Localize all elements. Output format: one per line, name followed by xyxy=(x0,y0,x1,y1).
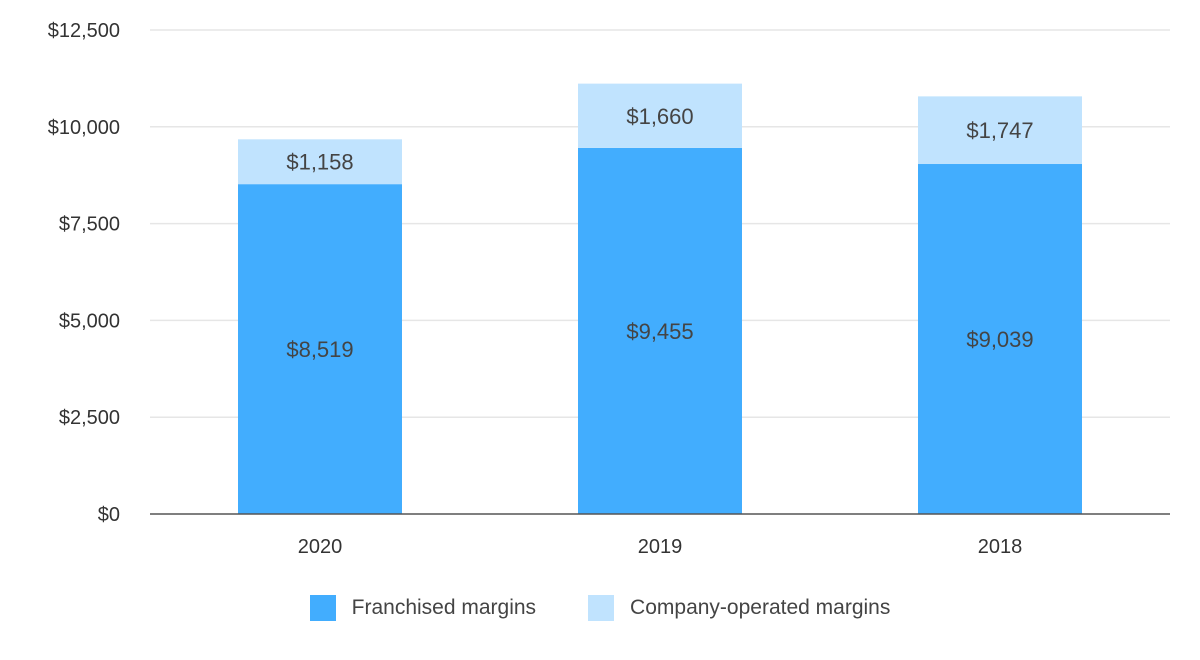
legend-label-franchised: Franchised margins xyxy=(351,596,537,619)
bar-segment xyxy=(918,96,1082,165)
x-axis-ticks: 2020 2019 2018 xyxy=(298,536,1023,558)
y-tick-label: $7,500 xyxy=(59,214,120,236)
legend-label-company-operated: Company-operated margins xyxy=(630,596,891,619)
data-labels: $8,519 $1,158 $9,455 $1,660 $9,039 $1,747 xyxy=(286,104,1033,362)
x-tick-label: 2018 xyxy=(978,536,1023,558)
legend-swatch-franchised xyxy=(309,595,336,621)
data-label: $1,158 xyxy=(286,150,353,175)
bar-segment xyxy=(578,83,742,148)
legend-item-franchised: Franchised margins xyxy=(309,595,537,621)
y-tick-label: $0 xyxy=(98,504,120,526)
y-tick-label: $5,000 xyxy=(59,310,120,332)
data-label: $8,519 xyxy=(286,337,353,362)
data-label: $1,660 xyxy=(626,104,693,129)
data-label: $1,747 xyxy=(966,118,1033,143)
legend-item-company-operated: Company-operated margins xyxy=(588,595,890,621)
bars xyxy=(238,83,1082,514)
x-tick-label: 2020 xyxy=(298,536,343,558)
bar-segment xyxy=(918,164,1082,514)
x-tick-label: 2019 xyxy=(638,536,683,558)
data-label: $9,455 xyxy=(626,319,693,344)
bar-chart-plot: $0 $2,500 $5,000 $7,500 $10,000 $12,500 $8,51… xyxy=(48,20,1170,558)
bar-segment xyxy=(238,184,402,514)
data-label: $9,039 xyxy=(966,327,1033,352)
bar-segment xyxy=(578,147,742,514)
y-tick-label: $10,000 xyxy=(48,117,120,139)
bar-segment xyxy=(238,139,402,185)
y-axis-ticks: $0 $2,500 $5,000 $7,500 $10,000 $12,500 xyxy=(48,20,120,526)
y-tick-label: $12,500 xyxy=(48,20,120,42)
legend-swatch-company-operated xyxy=(588,595,615,621)
legend: Franchised margins Company-operated marg… xyxy=(0,590,1200,626)
y-tick-label: $2,500 xyxy=(59,407,120,429)
